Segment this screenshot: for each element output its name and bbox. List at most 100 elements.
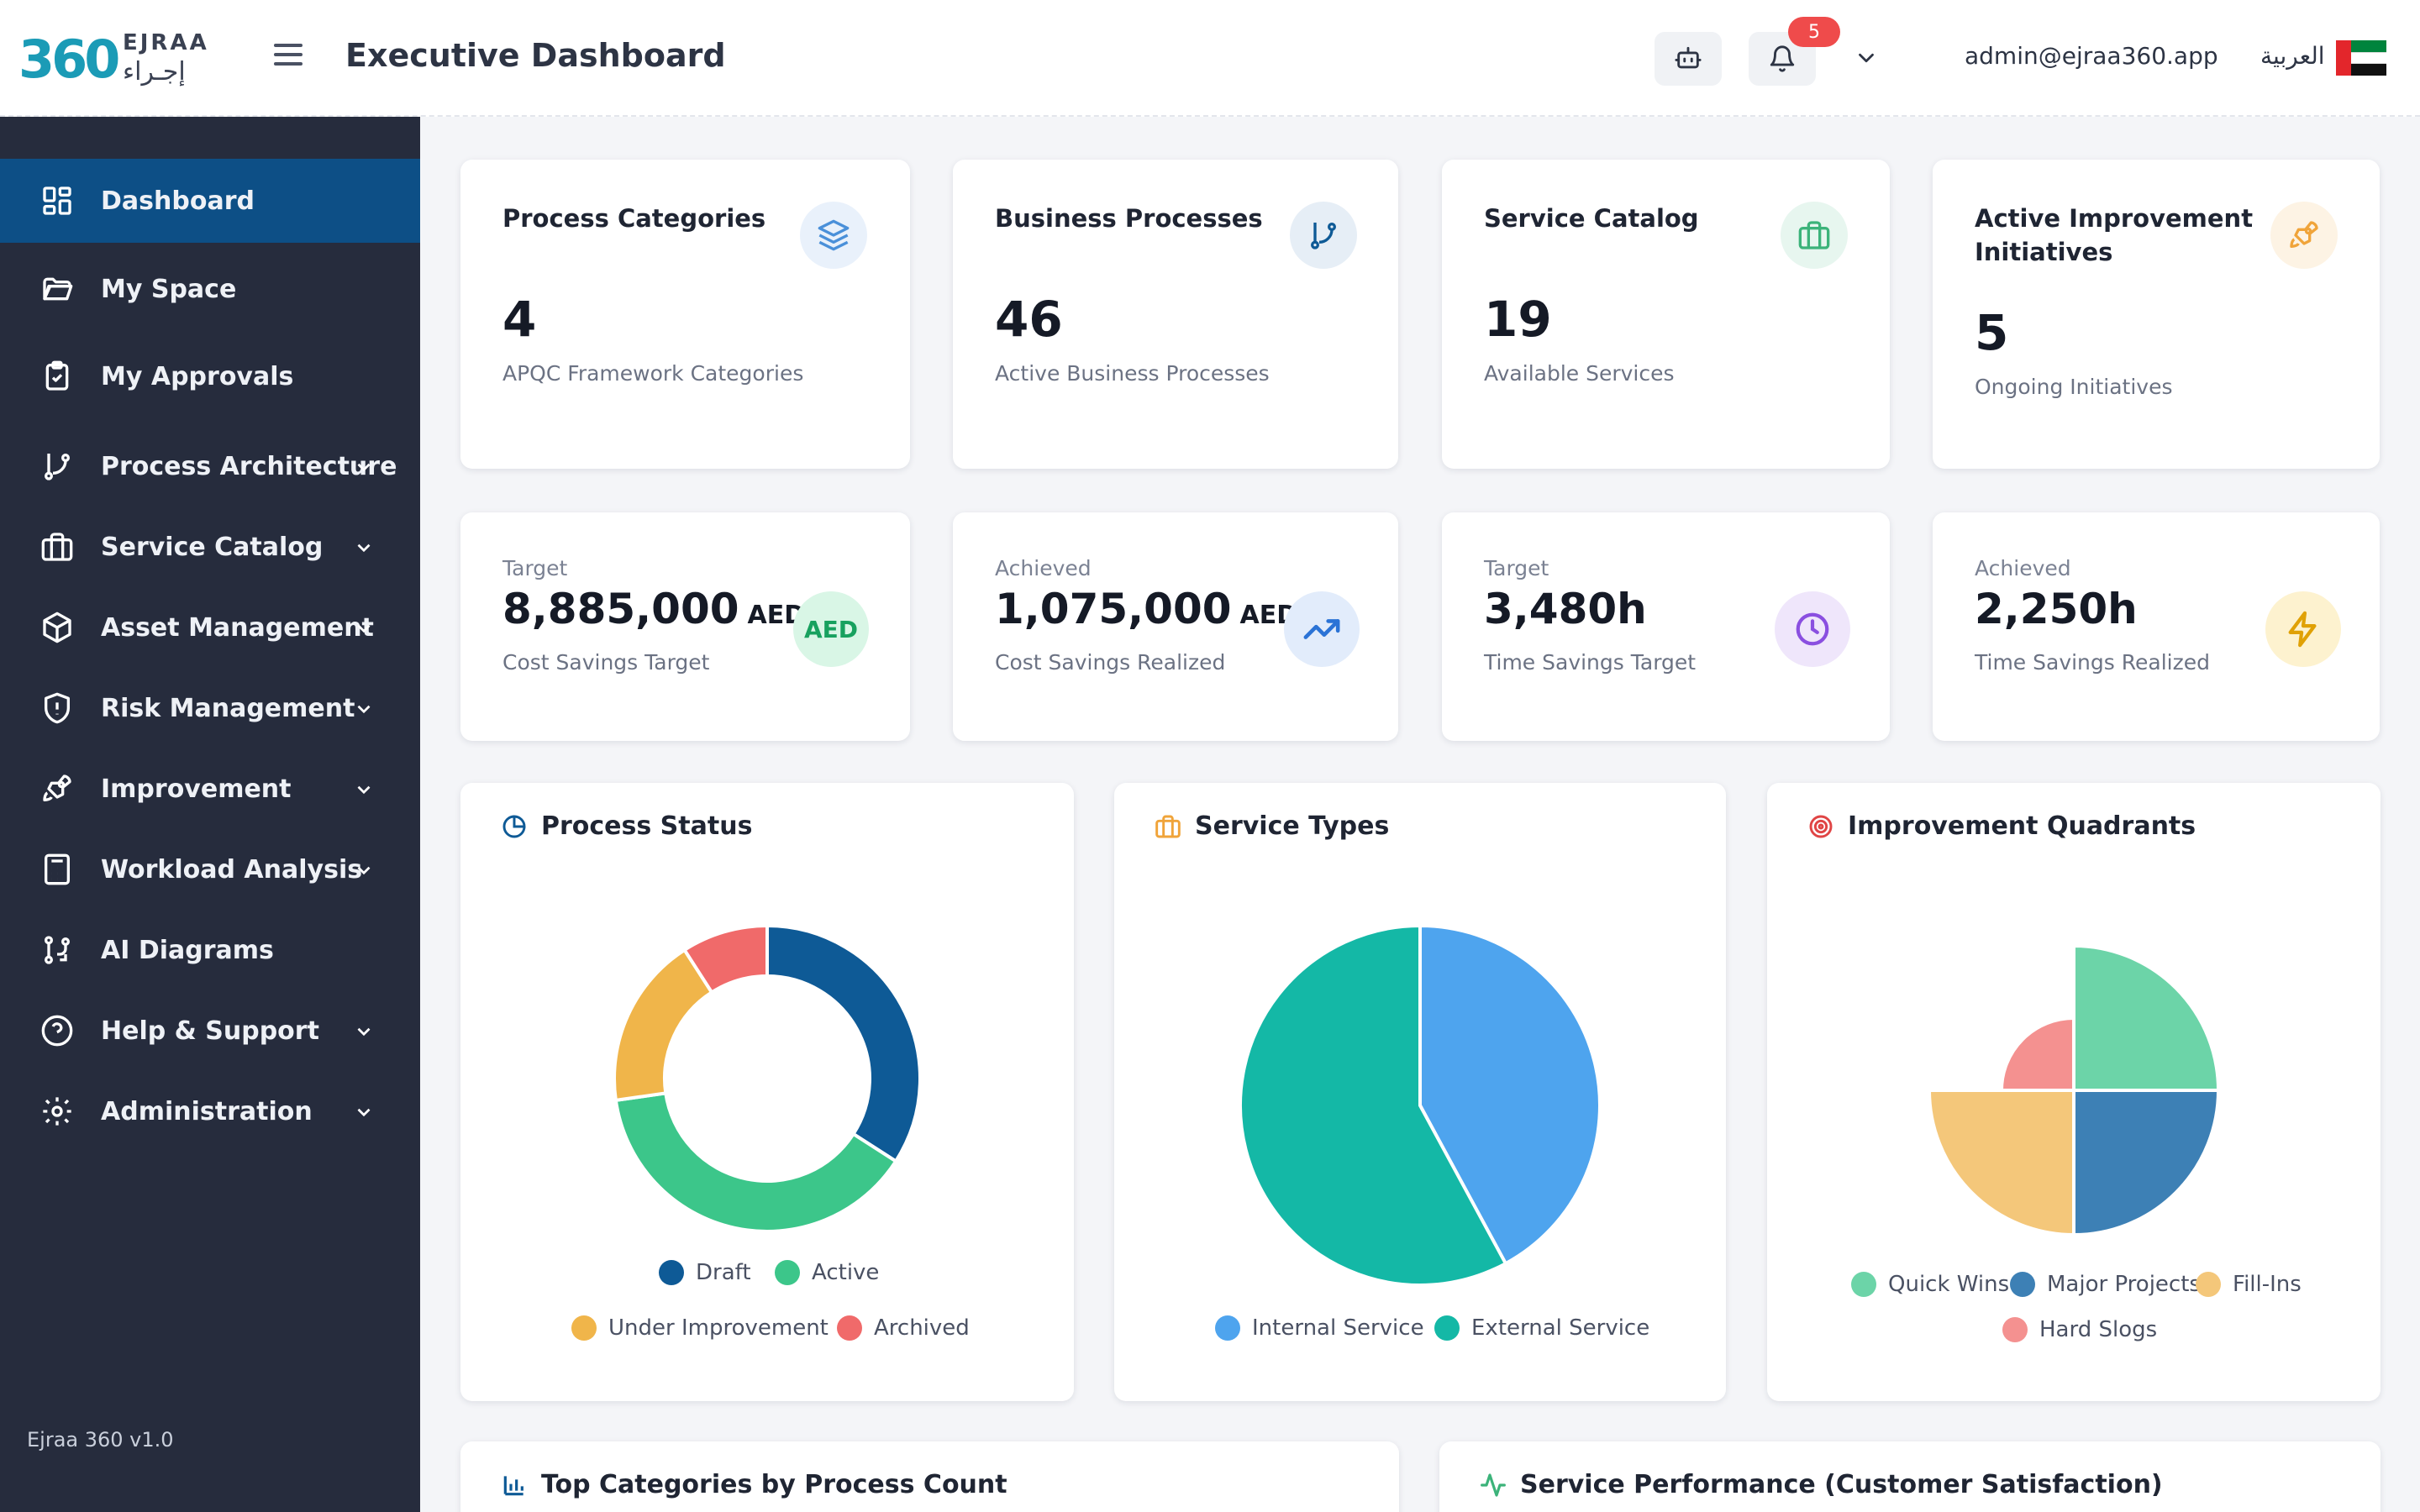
legend-item-external-service: External Service (1434, 1315, 1649, 1341)
sidebar-item-my-space[interactable]: My Space (0, 247, 420, 331)
savings-card-time-realized[interactable]: Achieved 2,250h Time Savings Realized (1933, 512, 2380, 741)
sidebar-item-ai-diagrams[interactable]: AI Diagrams (0, 908, 420, 992)
savings-label: Achieved (995, 556, 1092, 580)
settings-icon (43, 1097, 71, 1126)
activity-icon (1481, 1473, 1506, 1497)
language-switch[interactable]: العربية (2260, 42, 2325, 70)
savings-card-cost-realized[interactable]: Achieved 1,075,000 AED Cost Savings Reali… (953, 512, 1398, 741)
app-version: Ejraa 360 v1.0 (27, 1428, 174, 1452)
kpi-card-service-catalog[interactable]: Service Catalog 19 Available Services (1442, 160, 1890, 469)
savings-label: Target (502, 556, 568, 580)
ai-assistant-button[interactable] (1655, 32, 1722, 86)
legend-label: Major Projects (2047, 1272, 2201, 1297)
legend-dot (1434, 1315, 1460, 1341)
kpi-value: 4 (502, 291, 537, 348)
top-header: 360 EJRAA إجـراء Executive Dashboard 5 a… (0, 0, 2420, 117)
chart-title: Top Categories by Process Count (541, 1470, 1007, 1499)
aed-currency-badge: AED (793, 591, 869, 667)
pie-slice-external-service[interactable] (1239, 923, 1508, 1287)
bell-icon (1770, 45, 1795, 72)
polar-slice-fill-ins[interactable] (1927, 1089, 2075, 1237)
menu-toggle-icon[interactable] (274, 44, 302, 69)
chart-title: Process Status (541, 811, 753, 841)
notification-count-badge: 5 (1788, 17, 1840, 47)
kpi-value: 46 (995, 291, 1063, 348)
legend-item-internal-service: Internal Service (1215, 1315, 1424, 1341)
savings-amount: 8,885,000 (502, 585, 739, 633)
savings-card-time-target[interactable]: Target 3,480h Time Savings Target (1442, 512, 1890, 741)
sidebar-item-my-approvals[interactable]: My Approvals (0, 334, 420, 418)
kpi-title: Service Catalog (1484, 204, 1699, 233)
user-email[interactable]: admin@ejraa360.app (1965, 42, 2218, 70)
sidebar-item-help-support[interactable]: Help & Support (0, 989, 420, 1073)
ejraa-logo[interactable]: 360 EJRAA إجـراء (18, 25, 207, 92)
kpi-card-process-categories[interactable]: Process Categories 4 APQC Framework Cate… (460, 160, 910, 469)
sidebar-item-asset-management[interactable]: Asset Management (0, 585, 420, 669)
zap-icon (2265, 591, 2341, 667)
legend-dot (1215, 1315, 1240, 1341)
legend-label: Fill-Ins (2233, 1272, 2302, 1297)
savings-value: 1,075,000 AED (995, 585, 1297, 633)
chevron-down-icon (357, 624, 371, 633)
kpi-subtitle: Available Services (1484, 361, 1675, 386)
donut-slice-archived[interactable] (681, 923, 769, 995)
bar-chart-icon (503, 1476, 523, 1496)
sidebar-item-label: Administration (101, 1096, 313, 1126)
polar-slice-major-projects[interactable] (2072, 1089, 2221, 1237)
chevron-down-icon (357, 463, 371, 472)
kpi-subtitle: Ongoing Initiatives (1975, 375, 2173, 399)
sidebar-item-dashboard[interactable]: Dashboard (0, 159, 420, 243)
donut-slice-active[interactable] (613, 1091, 898, 1233)
user-menu-chevron-icon[interactable] (1854, 45, 1879, 74)
dashboard-grid-icon (43, 186, 71, 215)
savings-subtitle: Cost Savings Realized (995, 650, 1226, 675)
legend-label: Internal Service (1252, 1315, 1424, 1341)
sidebar-item-label: Service Catalog (101, 532, 324, 562)
sidebar-item-label: Workload Analysis (101, 854, 363, 885)
kpi-subtitle: Active Business Processes (995, 361, 1270, 386)
shield-alert-icon (45, 692, 71, 724)
savings-card-cost-target[interactable]: Target 8,885,000 AED Cost Savings Target … (460, 512, 910, 741)
legend-item-major-projects: Major Projects (2010, 1272, 2201, 1297)
kpi-card-business-processes[interactable]: Business Processes 46 Active Business Pr… (953, 160, 1398, 469)
chart-title: Service Performance (Customer Satisfacti… (1520, 1470, 2163, 1499)
sidebar-item-process-architecture[interactable]: Process Architecture (0, 424, 420, 508)
polar-slice-hard-slogs[interactable] (1999, 1016, 2075, 1092)
legend-label: Under Improvement (608, 1315, 829, 1341)
pie-chart-icon (502, 815, 526, 838)
polar-slice-quick-wins[interactable] (2072, 943, 2221, 1092)
savings-label: Achieved (1975, 556, 2071, 580)
kpi-card-active-improvement-initiatives[interactable]: Active Improvement Initiatives 5 Ongoing… (1933, 160, 2380, 469)
sidebar-item-risk-management[interactable]: Risk Management (0, 666, 420, 750)
sidebar-item-administration[interactable]: Administration (0, 1069, 420, 1153)
uae-flag-icon[interactable] (2336, 40, 2386, 76)
sidebar-item-label: My Space (101, 274, 237, 304)
rocket-icon (2270, 202, 2338, 269)
pie-slice-internal-service[interactable] (1418, 923, 1602, 1266)
legend-dot (571, 1315, 597, 1341)
chart-card-process-status: Process Status Draft Active Under Improv… (460, 783, 1074, 1401)
kpi-title: Process Categories (502, 204, 766, 233)
layers-icon (800, 202, 867, 269)
sidebar-item-workload-analysis[interactable]: Workload Analysis (0, 827, 420, 911)
git-branch-icon (1290, 202, 1357, 269)
clock-icon (1775, 591, 1850, 667)
chevron-down-icon (357, 1027, 371, 1037)
improvement-quadrants-polar-chart (1927, 943, 2221, 1237)
legend-label: Draft (696, 1260, 751, 1285)
savings-subtitle: Cost Savings Target (502, 650, 710, 675)
rocket-icon (43, 774, 71, 801)
chart-card-improvement-quadrants: Improvement Quadrants Quick Wins Major P… (1767, 783, 2381, 1401)
legend-dot (2002, 1317, 2028, 1342)
target-icon (1809, 815, 1833, 838)
sidebar-item-label: Improvement (101, 774, 292, 804)
sidebar-item-improvement[interactable]: Improvement (0, 747, 420, 831)
donut-slice-draft[interactable] (765, 923, 922, 1164)
page-title: Executive Dashboard (345, 37, 726, 74)
legend-item-draft: Draft (659, 1260, 751, 1285)
legend-label: Hard Slogs (2039, 1317, 2158, 1342)
sidebar-item-label: Dashboard (101, 186, 255, 216)
legend-label: External Service (1471, 1315, 1650, 1341)
legend-item-under-improvement: Under Improvement (571, 1315, 829, 1341)
sidebar-item-service-catalog[interactable]: Service Catalog (0, 505, 420, 589)
